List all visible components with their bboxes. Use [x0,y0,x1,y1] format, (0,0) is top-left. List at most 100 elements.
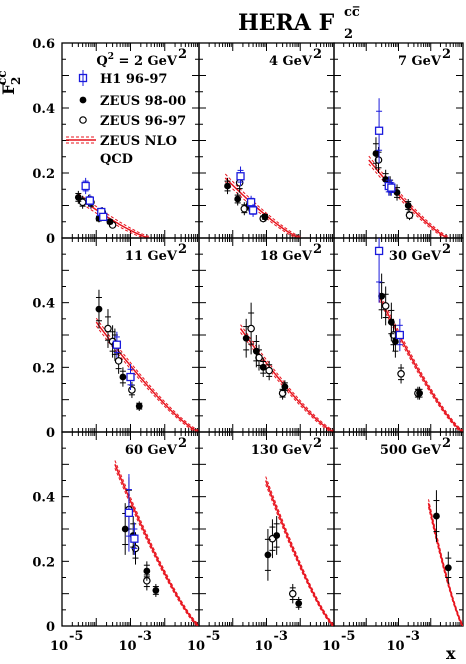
title-sub: 2 [344,27,353,42]
zeus-98-00-marker [224,182,231,190]
zeus-98-00-point [242,318,250,358]
zeus-98-00-marker [378,292,386,300]
zeus-96-97-point [268,519,277,559]
zeus-96-97-marker [128,386,136,394]
q2-label: 11 GeV [125,249,178,264]
nlo-central-line [224,177,301,238]
zeus-98-00-marker [252,347,260,355]
nlo-upper-line [114,460,199,625]
panel-frame [333,431,464,627]
zeus-98-00-marker [152,587,160,594]
q2-unit: GeV [148,54,178,69]
zeus-96-97-marker [381,302,390,310]
zeus-96-97-point [247,302,255,355]
q2-label: 130 GeV [251,443,313,458]
nlo-lower-line [114,468,199,626]
zeus-98-00-marker [106,218,114,226]
zeus-96-97-marker [265,366,273,375]
h1-96-97-marker [126,372,135,382]
x-tick-label: 10 [187,639,205,654]
nlo-central-line [427,502,463,626]
h1-96-97-point [130,522,139,555]
legend-label: ZEUS NLO [100,134,177,149]
panel-plot-area [374,238,463,432]
zeus-98-00-marker [281,383,289,391]
zeus-98-00-point [259,357,267,378]
nlo-lower-line [368,163,449,238]
q2-label: 30 GeV [389,249,442,264]
zeus-96-97-marker [405,211,414,220]
q2-unit-exp: 2 [442,47,451,62]
y-tick-label: 0 [46,426,55,441]
x-tick-label-exp: -3 [138,629,152,644]
zeus-96-97-point [265,360,273,381]
y-tick-label: 0.2 [32,167,55,182]
zeus-98-00-point [295,596,303,610]
q2-unit-exp: 2 [313,47,322,62]
legend-entry-h1: H1 96-97 [78,70,167,87]
zeus-98-00-marker [242,334,250,342]
q2-value: 30 [389,249,412,264]
h1-96-97-marker [99,212,108,222]
panel-frame [198,237,335,433]
y-tick-label: 0.6 [32,37,55,52]
zeus-96-97-point [288,583,297,604]
nlo-central-line [239,328,334,432]
panel-plot-area [427,490,463,626]
zeus-98-00-marker [264,551,272,559]
h1-96-97-marker [112,340,122,349]
zeus-98-00-marker [95,305,103,313]
x-tick-label-exp: -3 [406,629,420,644]
q2-value: 4 [269,54,283,69]
nlo-upper-line [240,324,334,431]
zeus-98-00-point [444,551,452,584]
h1-96-97-point [374,98,384,164]
panel-grid: Q2 = 2 GeV 2 4 GeV 2 7 GeV 211 GeV 2 18 GeV 2 30 … [61,42,464,627]
panel-8: 130 GeV 2 [198,431,335,627]
nlo-band [114,460,199,626]
q2-value: 7 [398,54,412,69]
zeus-96-97-marker [235,178,244,187]
zeus-98-00-marker [387,318,395,326]
zeus-96-97-point [397,364,405,384]
nlo-band [239,324,334,432]
nlo-band [368,155,449,238]
nlo-band [95,317,199,432]
zeus-96-97-point [405,210,414,221]
panel-9: 500 GeV 2 [333,431,464,627]
h1-96-97-point [374,238,384,303]
x-axis-label: x [446,644,456,663]
panel-plot-area [239,302,334,432]
h1-96-97-point [112,331,122,358]
q2-prefix-exp: 2 [108,52,114,62]
x-tick-label: 10 [386,639,404,654]
zeus-98-00-point [234,192,242,206]
q2-unit: GeV [148,443,178,458]
zeus-98-00-point [261,212,269,221]
zeus-96-97-point [78,195,87,209]
zeus-96-97-marker [397,369,405,378]
panel-1: Q2 = 2 GeV 2 [61,42,200,239]
h1-96-97-point [126,364,135,390]
legend: H1 96-97 ZEUS 98-00 ZEUS 96-97 ZEUS NLO QCD [66,70,186,167]
q2-unit: GeV [412,249,442,264]
nlo-band [427,499,463,626]
zeus-98-00-marker [234,195,242,203]
ylabel-main: F [0,83,18,95]
zeus-98-00-marker [416,389,423,397]
x-tick-label: 10 [50,639,68,654]
zeus-96-97-point [104,309,112,348]
panel-plot-area [224,166,301,238]
legend-label-2: QCD [100,152,133,167]
h1-96-97-marker [246,198,256,207]
zeus-98-00-point [95,289,103,329]
y-tick-label: 0.2 [32,555,55,570]
x-tick-label-exp: -5 [206,629,220,644]
panel-6: 30 GeV 2 [333,237,464,433]
zeus-98-00-point [143,561,151,581]
h1-96-97-marker [236,172,245,181]
q2-unit-exp: 2 [178,47,187,62]
panel-frame [61,237,200,433]
nlo-upper-line [265,476,334,625]
